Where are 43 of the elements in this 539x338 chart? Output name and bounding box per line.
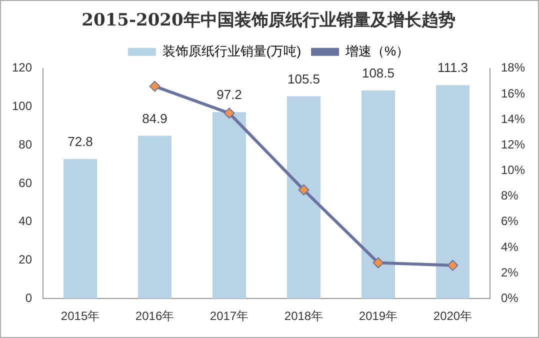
point	[447, 260, 458, 271]
point	[149, 80, 160, 92]
y-tick-label: 100	[12, 99, 32, 114]
y2-tick-label: 10%	[500, 163, 526, 178]
data-label: 105.5	[287, 71, 320, 86]
point	[372, 257, 384, 268]
y2-tick-label: 12%	[500, 137, 526, 152]
y-tick-label: 60	[18, 176, 32, 190]
point	[224, 108, 235, 119]
bar	[138, 136, 172, 299]
y2-tick-label: 14%	[500, 112, 526, 126]
y2-tick-label: 6%	[500, 214, 519, 228]
x-tick-label: 2018年	[284, 309, 324, 324]
x-tick-label: 2019年	[358, 309, 398, 324]
data-label: 111.3	[437, 60, 468, 76]
y-tick-label: 120	[12, 60, 32, 75]
data-label: 84.9	[142, 110, 168, 126]
y2-tick-label: 4%	[500, 240, 519, 254]
y2-tick-label: 0%	[500, 290, 519, 305]
x-tick-label: 2016年	[135, 309, 174, 324]
data-label: 108.5	[362, 66, 395, 81]
chart-title: 2015-2020年中国装饰原纸行业销量及增长趋势	[82, 10, 456, 31]
legend-label: 增速（%）	[344, 43, 410, 58]
y2-tick-label: 2%	[500, 265, 519, 280]
data-label: 97.2	[216, 87, 242, 102]
x-tick-label: 2020年	[433, 309, 472, 324]
y2-tick-label: 8%	[500, 188, 519, 203]
y-tick-label: 20	[18, 252, 32, 267]
y-tick-label: 0	[25, 290, 32, 305]
bar	[286, 96, 321, 299]
x-tick-label: 2015年	[60, 309, 100, 324]
bar	[361, 90, 396, 299]
y-tick-label: 80	[18, 137, 32, 152]
y2-tick-label: 18%	[500, 60, 526, 75]
bar	[436, 85, 470, 299]
x-tick-label: 2017年	[210, 309, 249, 324]
y-tick-label: 40	[18, 214, 32, 228]
bar	[64, 158, 98, 299]
point	[298, 184, 310, 196]
data-label: 72.8	[68, 134, 93, 150]
y2-tick-label: 16%	[500, 86, 526, 100]
bar	[212, 112, 246, 299]
legend-label: 装饰原纸行业销量(万吨)	[162, 43, 302, 58]
